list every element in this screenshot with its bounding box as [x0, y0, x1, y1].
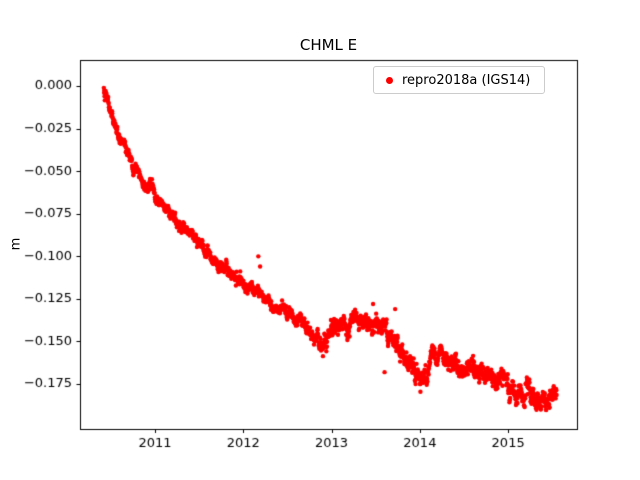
- legend-marker-icon: [386, 76, 393, 84]
- legend: repro2018a (IGS14): [373, 66, 546, 94]
- y-axis-label: m: [8, 237, 24, 251]
- chart-title: CHML E: [299, 36, 358, 54]
- legend-label: repro2018a (IGS14): [402, 72, 531, 88]
